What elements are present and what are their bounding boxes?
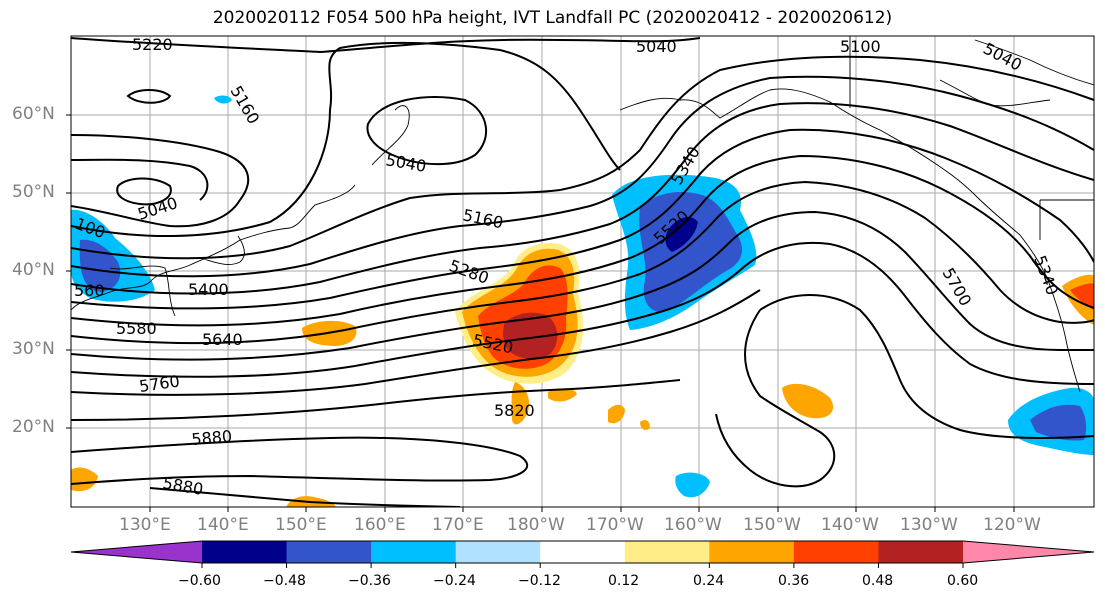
- contour-label: 5040: [636, 37, 677, 56]
- contour-label: 5820: [494, 401, 535, 420]
- contour-label: 5160: [461, 205, 505, 232]
- colorbar-tick-label: −0.12: [518, 573, 561, 589]
- lon-label: 150°W: [743, 515, 801, 535]
- contour-label: 5160: [227, 83, 264, 128]
- map-title: 2020020112 F054 500 hPa height, IVT Land…: [212, 8, 893, 28]
- lat-label: 60°N: [12, 104, 55, 124]
- lon-label: 180°W: [507, 515, 565, 535]
- lon-label: 150°E: [275, 515, 327, 535]
- lat-label: 40°N: [12, 260, 55, 280]
- lat-label: 30°N: [12, 339, 55, 359]
- colorbar-extend-low: [71, 541, 202, 563]
- lon-label: 140°E: [197, 515, 249, 535]
- colorbar-tick-label: 0.48: [862, 573, 894, 589]
- lon-label: 170°W: [586, 515, 644, 535]
- colorbar-swatch: [540, 541, 626, 563]
- lon-label: 140°W: [821, 515, 879, 535]
- lat-label: 50°N: [12, 182, 55, 202]
- contour-label: 5100: [840, 37, 881, 56]
- colorbar-swatch: [793, 541, 879, 563]
- contour-label: 5400: [188, 280, 229, 299]
- contour-label: 5640: [202, 330, 243, 349]
- lon-label: 160°E: [354, 515, 406, 535]
- colorbar-swatch: [624, 541, 710, 563]
- colorbar-tick-label: −0.36: [348, 573, 391, 589]
- contour-label: 5880: [191, 427, 233, 449]
- contour-label: 5040: [384, 150, 427, 176]
- colorbar-swatch: [286, 541, 372, 563]
- colorbar-swatch: [202, 541, 288, 563]
- colorbar-tick-label: 0.60: [947, 573, 979, 589]
- lon-label: 130°W: [900, 515, 958, 535]
- colorbar-tick-label: −0.60: [178, 573, 221, 589]
- contour-label: 5580: [116, 319, 157, 338]
- contour-label: 5040: [135, 193, 180, 224]
- contour-label: 560: [74, 281, 105, 300]
- lon-label: 130°E: [119, 515, 171, 535]
- contour-label: 5220: [132, 35, 173, 54]
- colorbar-swatch: [878, 541, 964, 563]
- colorbar-tick-label: 0.36: [778, 573, 810, 589]
- colorbar: [70, 540, 1095, 568]
- colorbar-tick-label: 0.24: [693, 573, 725, 589]
- colorbar-tick-label: −0.48: [263, 573, 306, 589]
- lon-label: 170°E: [432, 515, 484, 535]
- colorbar-swatch: [455, 541, 541, 563]
- colorbar-extend-high: [963, 541, 1094, 563]
- contour-label: 5340: [1030, 253, 1062, 298]
- colorbar-tick-label: −0.24: [433, 573, 476, 589]
- colorbar-swatch: [709, 541, 795, 563]
- height-contours: [71, 37, 1094, 507]
- colorbar-tick-label: 0.12: [608, 573, 640, 589]
- lat-label: 20°N: [12, 417, 55, 437]
- lon-label: 160°W: [664, 515, 722, 535]
- colorbar-swatch: [371, 541, 457, 563]
- lon-label: 120°W: [983, 515, 1041, 535]
- tick-marks: [66, 114, 1015, 512]
- contour-label: 5280: [447, 256, 492, 288]
